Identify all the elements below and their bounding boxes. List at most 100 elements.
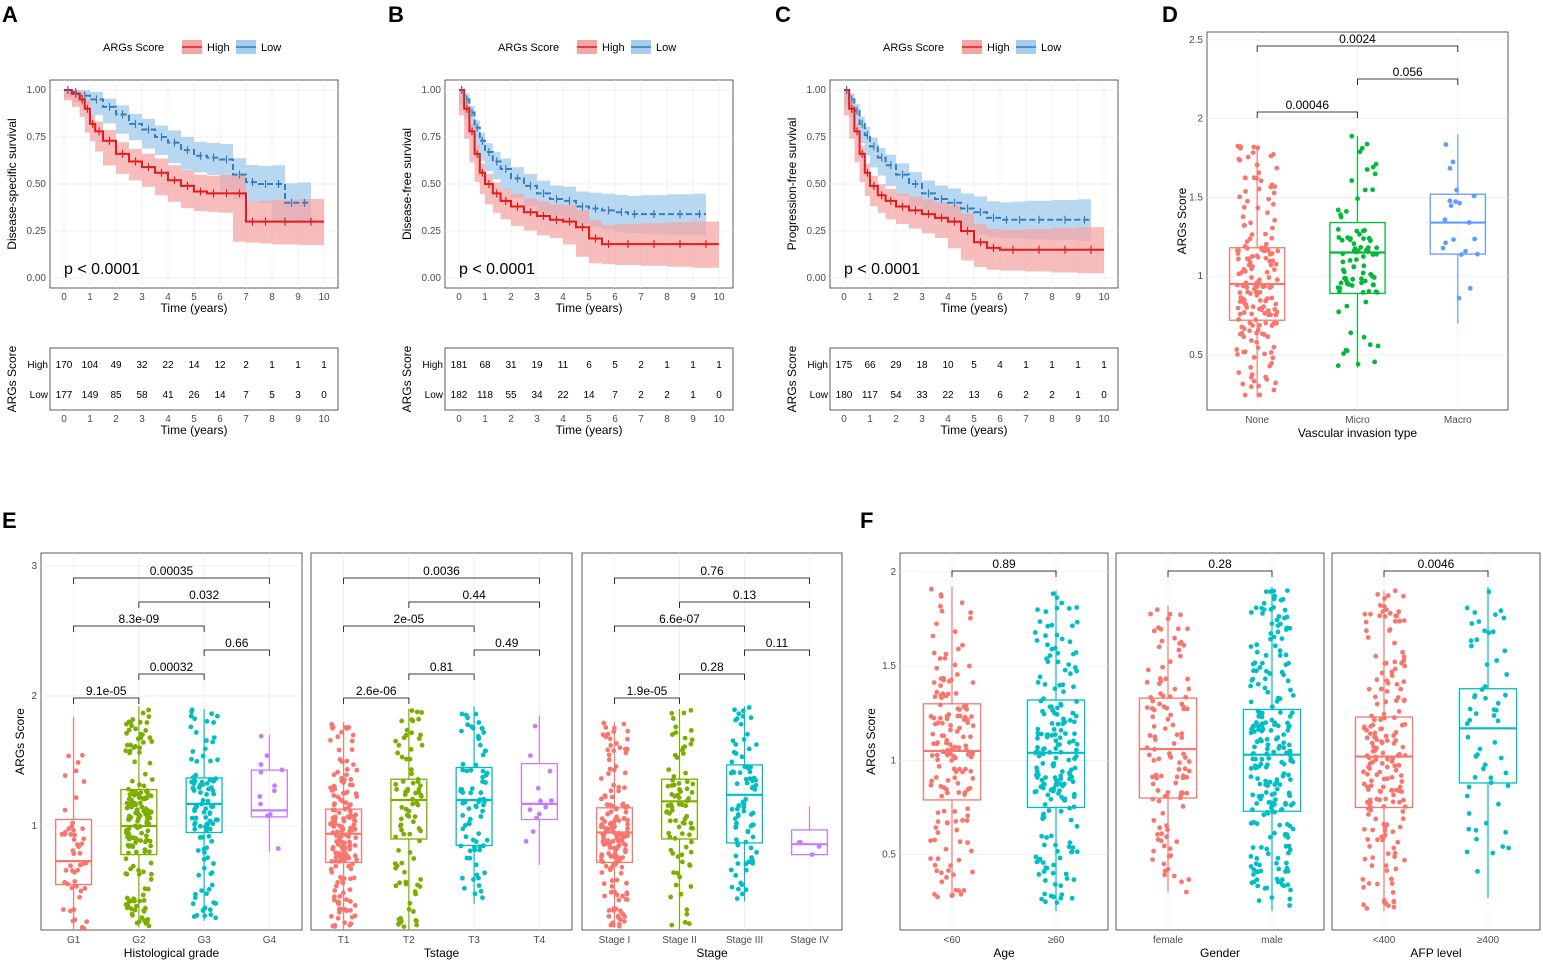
data-point (1184, 790, 1190, 796)
data-point (1374, 737, 1380, 743)
data-point (147, 849, 152, 855)
data-point (1249, 275, 1254, 280)
data-point (1482, 684, 1488, 689)
risk-count-high: 2 (243, 360, 249, 371)
data-point (460, 767, 466, 773)
data-point (1049, 622, 1055, 628)
data-point (1389, 788, 1394, 793)
data-point (1061, 718, 1067, 724)
y-axis-title: ARGs Score (864, 708, 878, 775)
data-point (1276, 866, 1282, 872)
data-point (1344, 209, 1349, 214)
data-point (69, 885, 75, 891)
data-point (732, 707, 737, 713)
data-point (396, 848, 401, 853)
data-point (476, 875, 481, 881)
data-point (1365, 635, 1371, 640)
data-point (481, 843, 486, 849)
data-point (1258, 722, 1264, 728)
data-point (1469, 621, 1475, 626)
data-point (124, 742, 130, 748)
data-point (333, 814, 338, 820)
y-axis-title: ARGs Score (1175, 187, 1189, 254)
data-point (1043, 609, 1049, 615)
data-point (1288, 756, 1294, 761)
data-point (340, 890, 346, 896)
data-point (733, 853, 739, 859)
data-point (330, 844, 336, 850)
data-point (1259, 845, 1264, 850)
risk-count-high: 1 (1023, 360, 1029, 371)
data-point (334, 839, 339, 844)
data-point (1148, 611, 1153, 617)
data-point (1285, 882, 1291, 888)
data-point (348, 809, 353, 814)
data-point (931, 650, 937, 656)
data-point (1250, 323, 1255, 328)
data-point (1383, 863, 1389, 868)
data-point (1391, 899, 1397, 905)
data-point (1236, 256, 1241, 262)
data-point (1263, 790, 1269, 795)
risk-count-high: 18 (916, 360, 928, 371)
data-point (1255, 708, 1261, 714)
data-point (72, 869, 77, 875)
data-point (62, 829, 68, 835)
data-point (1284, 832, 1290, 837)
data-point (1054, 605, 1060, 611)
data-point (142, 849, 148, 855)
risk-count-high: 4 (997, 360, 1003, 371)
data-point (206, 833, 212, 839)
data-point (1378, 717, 1384, 723)
data-point (1061, 689, 1066, 695)
data-point (460, 800, 466, 806)
data-point (731, 749, 737, 755)
data-point (1185, 676, 1190, 682)
data-point (527, 807, 533, 813)
data-point (1361, 769, 1366, 775)
data-point (1043, 775, 1048, 780)
data-point (965, 806, 970, 812)
data-point (66, 753, 71, 759)
data-point (955, 672, 960, 677)
data-point (1062, 797, 1068, 803)
data-point (1272, 801, 1277, 807)
data-point (949, 758, 955, 763)
data-point (207, 810, 213, 816)
y-tick-label: 0.5 (882, 850, 896, 861)
data-point (1272, 782, 1278, 787)
data-point (739, 891, 745, 897)
data-point (350, 732, 356, 738)
data-point (207, 907, 213, 913)
data-point (1043, 633, 1048, 639)
data-point (1250, 150, 1256, 156)
data-point (71, 907, 77, 912)
data-point (1286, 790, 1292, 796)
data-point (1249, 254, 1255, 259)
data-point (61, 907, 66, 912)
data-point (1058, 727, 1064, 733)
data-point (1263, 653, 1269, 658)
risk-row-label-low: Low (810, 390, 829, 401)
data-point (605, 811, 611, 817)
data-point (1042, 891, 1048, 897)
data-point (1032, 630, 1038, 635)
data-point (667, 834, 673, 840)
data-point (1368, 799, 1373, 805)
box-iqr (185, 777, 223, 834)
data-point (944, 875, 949, 880)
data-point (190, 749, 196, 754)
data-point (1379, 670, 1385, 676)
risk-count-low: 117 (862, 390, 878, 401)
data-point (1464, 605, 1470, 611)
x-tick-label: 7 (243, 292, 249, 303)
x-tick-label: 10 (1098, 292, 1110, 303)
data-point (1166, 853, 1172, 859)
data-point (745, 829, 751, 835)
ci-band-low (64, 90, 311, 224)
data-point (967, 663, 972, 669)
data-point (750, 858, 755, 863)
data-point (1184, 706, 1190, 712)
data-point (1401, 797, 1406, 803)
data-point (1144, 745, 1150, 751)
